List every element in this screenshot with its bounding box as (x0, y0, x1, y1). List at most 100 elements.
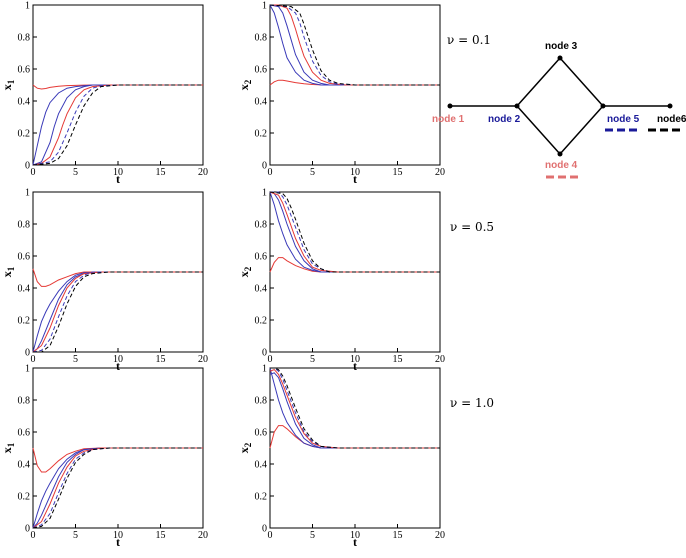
y-axis-label: x1 (0, 442, 16, 453)
y-axis-label: x1 (0, 79, 16, 90)
x-tick-label: 10 (113, 354, 123, 365)
y-tick-label: 0.6 (255, 428, 268, 439)
nu-label-row-1: ν = 0.1 (447, 33, 491, 47)
y-tick-label: 1 (262, 364, 267, 375)
y-tick-label: 0.8 (18, 33, 31, 44)
x-axis-label: t (116, 535, 120, 549)
x-tick-label: 20 (198, 167, 208, 178)
series-line-node-4 (269, 369, 440, 449)
y-tick-label: 1 (262, 1, 267, 12)
x-tick-label: 15 (156, 354, 166, 365)
y-tick-label: 0.8 (255, 220, 268, 231)
x-tick-label: 15 (156, 167, 166, 178)
y-tick-label: 1 (25, 188, 30, 199)
x-tick-label: 15 (393, 354, 403, 365)
node-4-label: node 4 (545, 160, 578, 171)
y-tick-label: 0.2 (255, 129, 268, 140)
series-line-node-5 (270, 367, 440, 449)
y-tick-label: 0.2 (18, 492, 31, 503)
series-line-node6 (32, 447, 203, 529)
x-tick-label: 5 (73, 354, 78, 365)
x-tick-label: 5 (73, 530, 78, 541)
series-line-node-2 (32, 271, 203, 353)
y-tick-label: 1 (262, 188, 267, 199)
edge-2-4 (516, 105, 561, 155)
series-line-node-1 (32, 84, 203, 90)
series-line-node-2 (32, 84, 203, 166)
x-tick-label: 20 (435, 167, 445, 178)
series-line-node-3 (32, 447, 203, 529)
series-line-node-3 (269, 4, 440, 86)
x-tick-label: 0 (268, 354, 273, 365)
x-axis-label: t (353, 535, 357, 549)
y-axis-label: x2 (237, 266, 253, 277)
y-tick-label: 0.6 (255, 252, 268, 263)
y-tick-label: 0.8 (18, 396, 31, 407)
node-3-label: node 3 (545, 41, 578, 52)
series-line-node-3 (269, 191, 440, 273)
series-line-node-1 (269, 79, 440, 86)
x-axis-label: t (116, 172, 120, 186)
x-tick-label: 5 (73, 167, 78, 178)
x-axis-label: t (116, 359, 120, 373)
y-tick-label: 0.4 (18, 460, 31, 471)
plot-panel-x2-nu-1: 0 5 10 15 20 0 0.2 0.4 0.6 0.8 1 t x2 (237, 364, 445, 550)
x-tick-label: 0 (31, 530, 36, 541)
node-5-dot (600, 103, 606, 109)
y-tick-label: 0.4 (18, 97, 31, 108)
series-line-node-2 (269, 191, 440, 273)
series-line-node-5 (32, 84, 203, 166)
x-tick-label: 0 (268, 530, 273, 541)
series-line-node-3 (269, 372, 440, 449)
series-line-node6 (32, 84, 203, 166)
series-line-node-4 (269, 191, 440, 273)
edge-2-3 (516, 57, 561, 107)
series-line-node-3 (32, 271, 203, 353)
node-1-dot (447, 103, 453, 109)
edge-4-5 (559, 105, 604, 155)
node-6-dot (667, 103, 673, 109)
x-tick-label: 10 (350, 167, 360, 178)
x-tick-label: 0 (31, 354, 36, 365)
x-tick-label: 10 (350, 530, 360, 541)
plot-panel-x2-nu-0.5: 0 5 10 15 20 0 0.2 0.4 0.6 0.8 1 t x2 (237, 188, 445, 374)
network-diagram: node 1 node 2 node 3 node 4 node 5 node6 (432, 41, 686, 179)
y-tick-label: 0 (262, 524, 267, 535)
x-axis-label: t (353, 359, 357, 373)
y-tick-label: 0.8 (18, 220, 31, 231)
series-line-node6 (269, 191, 440, 273)
series-line-node6 (269, 4, 440, 86)
x-tick-label: 0 (268, 167, 273, 178)
series-line-node6 (270, 367, 440, 449)
node-6-label: node6 (657, 114, 686, 125)
series-line-node-4 (32, 84, 203, 166)
x-tick-label: 15 (393, 167, 403, 178)
y-tick-label: 0 (262, 348, 267, 359)
series-line-node-1 (32, 268, 203, 287)
x-tick-label: 5 (310, 167, 315, 178)
y-tick-label: 0.2 (255, 492, 268, 503)
x-tick-label: 10 (113, 530, 123, 541)
series-line-node-1 (32, 447, 203, 473)
plot-panel-x1-nu-0.1: 0 5 10 15 20 0 0.2 0.4 0.6 0.8 1 t x1 (0, 1, 208, 187)
plot-panel-x1-nu-0.5: 0 5 10 15 20 0 0.2 0.4 0.6 0.8 1 t x1 (0, 188, 208, 374)
series-line-node6 (33, 271, 203, 353)
node-2-dot (514, 103, 520, 109)
series-line-node-4 (32, 271, 203, 353)
edge-3-5 (559, 57, 604, 107)
y-tick-label: 0.8 (255, 396, 268, 407)
y-tick-label: 1 (25, 364, 30, 375)
x-tick-label: 5 (310, 530, 315, 541)
node-5-label: node 5 (607, 114, 640, 125)
y-tick-label: 0.4 (255, 284, 268, 295)
y-axis-label: x2 (237, 442, 253, 453)
series-line-node-4 (32, 447, 203, 529)
series-line-node-3 (32, 84, 203, 166)
x-tick-label: 15 (156, 530, 166, 541)
plot-panel-x1-nu-1: 0 5 10 15 20 0 0.2 0.4 0.6 0.8 1 t x1 (0, 364, 208, 550)
y-axis-label: x1 (0, 266, 16, 277)
x-tick-label: 20 (198, 354, 208, 365)
series-line-node-5 (269, 4, 440, 86)
